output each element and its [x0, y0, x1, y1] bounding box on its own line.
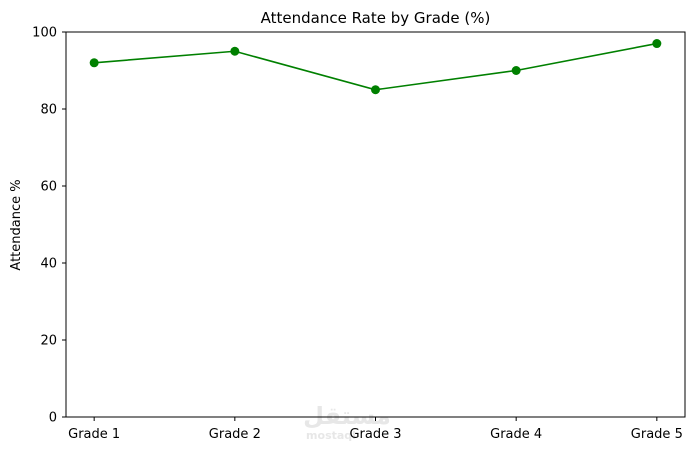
y-tick-label: 100	[32, 26, 57, 41]
watermark-latin: mostaql	[306, 429, 356, 442]
x-tick-label: Grade 2	[209, 427, 261, 442]
data-point	[89, 58, 99, 68]
x-tick-label: Grade 4	[490, 427, 542, 442]
chart-title: Attendance Rate by Grade (%)	[261, 9, 491, 27]
series-line	[94, 42, 657, 91]
x-tick-label: Grade 3	[349, 427, 401, 442]
watermark-arabic: مستقل	[303, 402, 391, 430]
y-axis-title: Attendance %	[9, 179, 24, 270]
y-tick-label: 0	[49, 411, 57, 426]
data-point	[511, 66, 521, 75]
data-point	[371, 85, 380, 95]
x-tick-label: Grade 1	[68, 427, 120, 442]
x-tick-label: Grade 5	[631, 427, 683, 442]
data-point	[230, 46, 240, 56]
watermark-logo: مستقل mostaql	[303, 402, 391, 442]
y-tick-label: 80	[40, 103, 57, 118]
y-tick-label: 20	[40, 334, 57, 349]
y-tick-label: 40	[40, 257, 57, 272]
data-point	[652, 39, 662, 49]
y-tick-label: 60	[40, 180, 57, 195]
plot-area: 0 20 40 60 80 100 Grade 1 Grade 2 Grade 3 Grade 4…	[32, 26, 686, 442]
